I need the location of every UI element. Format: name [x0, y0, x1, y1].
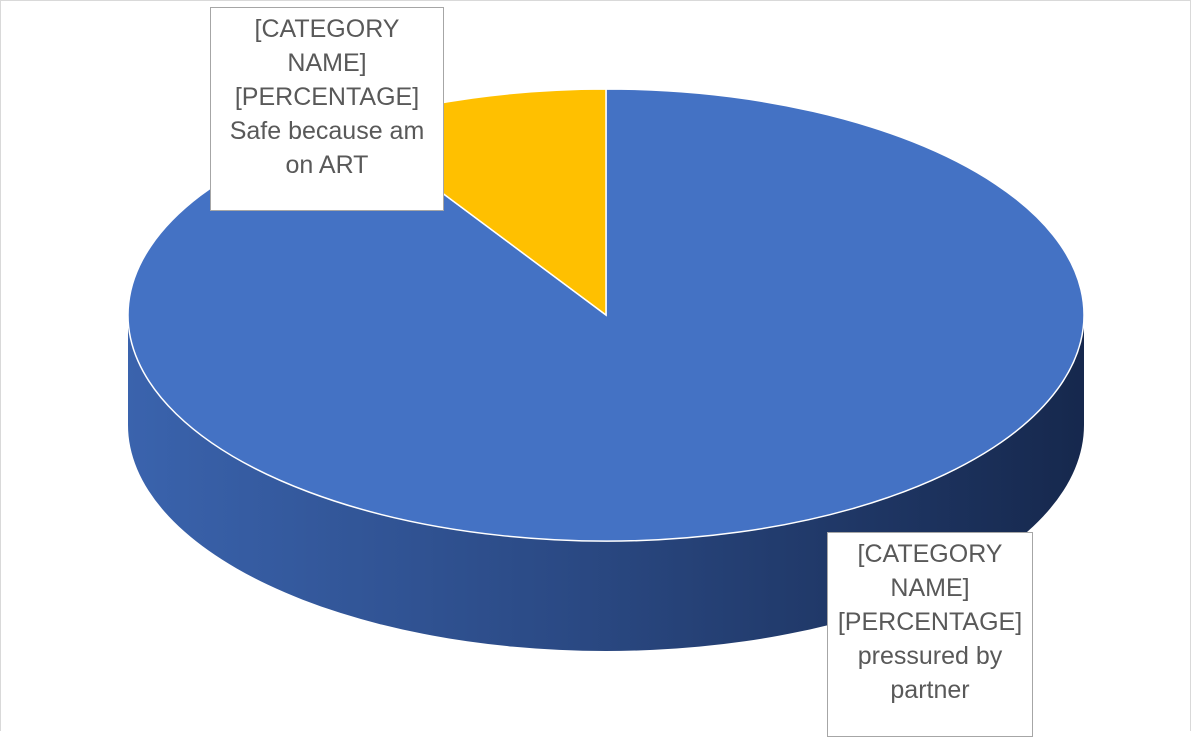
label-line: NAME]: [287, 49, 367, 77]
label-line: Safe because am: [229, 117, 425, 145]
label-line: NAME]: [890, 574, 970, 602]
label-line: [CATEGORY: [254, 15, 400, 43]
label-line: [CATEGORY: [857, 540, 1003, 568]
data-label-pressured-by-partner: [CATEGORY NAME] [PERCENTAGE] pressured b…: [827, 532, 1033, 737]
data-label-safe-because-am-on-art: [CATEGORY NAME] [PERCENTAGE] Safe becaus…: [210, 7, 444, 211]
label-line: pressured by: [857, 642, 1003, 670]
label-line: on ART: [285, 151, 369, 179]
label-line: [PERCENTAGE]: [837, 608, 1023, 636]
label-line: [PERCENTAGE]: [234, 83, 420, 111]
label-line: partner: [890, 676, 970, 704]
